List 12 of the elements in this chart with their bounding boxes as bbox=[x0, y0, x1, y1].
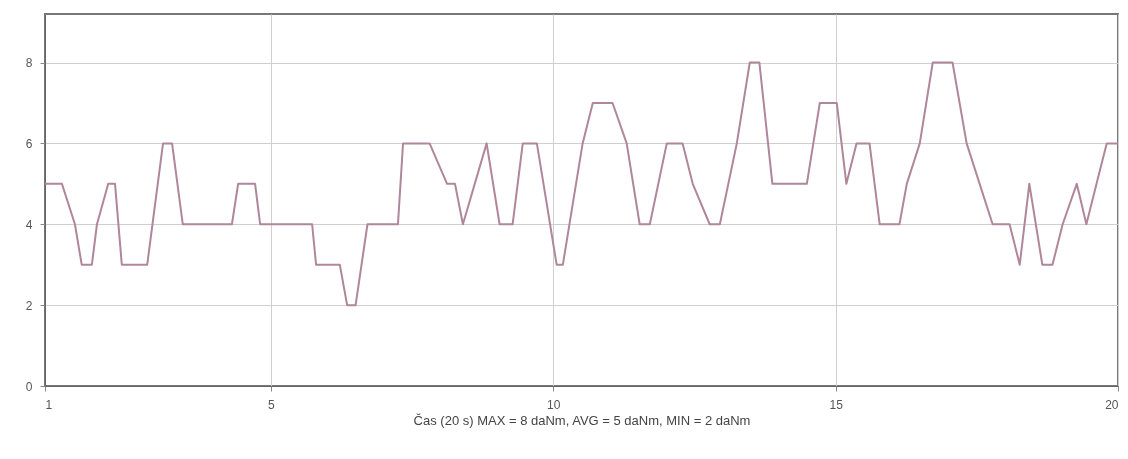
x-tick-label: 10 bbox=[547, 397, 561, 412]
y-tick-label: 6 bbox=[25, 136, 33, 151]
x-axis-title: Čas (20 s) MAX = 8 daNm, AVG = 5 daNm, MIN = 2 daNm bbox=[413, 412, 751, 428]
x-tick-label: 5 bbox=[268, 397, 276, 412]
y-tick-label: 2 bbox=[25, 298, 33, 313]
y-tick-label: 0 bbox=[25, 379, 33, 394]
line-series bbox=[44, 61, 1119, 307]
y-tick-label: 8 bbox=[25, 56, 33, 71]
x-tick-label: 1 bbox=[45, 397, 53, 412]
x-tick-label: 20 bbox=[1105, 397, 1119, 412]
y-tick-label: 4 bbox=[25, 217, 33, 232]
x-tick-label: 15 bbox=[829, 397, 844, 412]
